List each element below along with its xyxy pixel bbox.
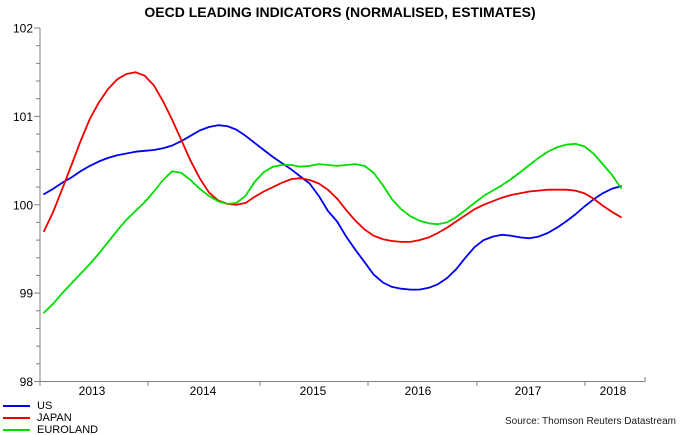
x-tick-label: 2018 (600, 384, 627, 398)
legend-label-japan: JAPAN (37, 411, 72, 424)
x-tick-label: 2013 (79, 384, 106, 398)
series-line-japan (43, 71, 622, 243)
y-tick-label: 102 (13, 22, 33, 36)
series-line-us (43, 124, 622, 291)
x-tick-label: 2017 (515, 384, 542, 398)
legend-swatch-us (3, 405, 30, 407)
legend-label-us: US (37, 399, 53, 412)
y-tick-label: 99 (20, 287, 34, 301)
chart-legend: US JAPAN EUROLAND (3, 400, 98, 435)
chart-title: OECD LEADING INDICATORS (NORMALISED, EST… (144, 4, 536, 20)
source-attribution: Source: Thomson Reuters Datastream (504, 416, 676, 427)
y-tick-label: 101 (13, 110, 33, 124)
x-tick-label: 2015 (300, 384, 327, 398)
legend-swatch-japan (3, 417, 30, 419)
legend-item-japan: JAPAN (3, 412, 98, 424)
x-tick-label: 2014 (190, 384, 217, 398)
legend-label-euroland: EUROLAND (37, 423, 99, 435)
legend-item-euroland: EUROLAND (3, 424, 98, 435)
series-line-euroland (43, 142, 622, 314)
legend-swatch-euroland (3, 429, 30, 431)
y-tick-label: 98 (20, 375, 34, 389)
y-tick-label: 100 (13, 198, 33, 212)
x-tick-label: 2016 (405, 384, 432, 398)
legend-item-us: US (3, 400, 98, 412)
